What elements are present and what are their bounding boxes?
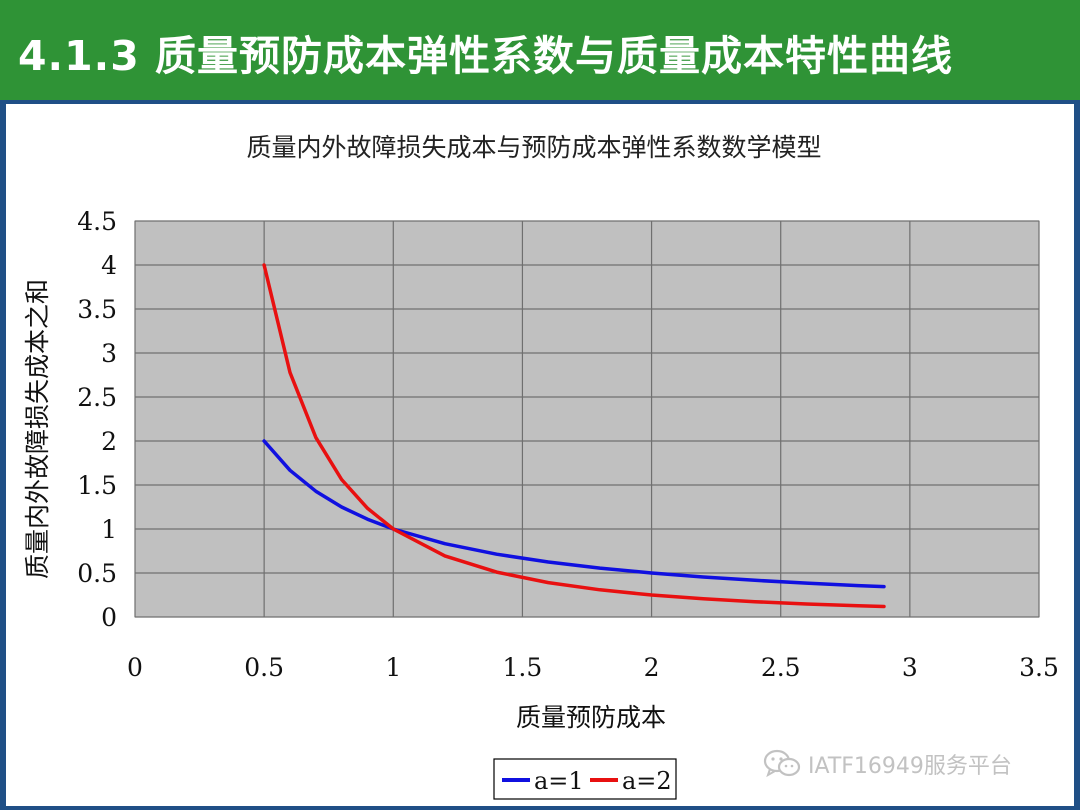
slide-title: 4.1.3 质量预防成本弹性系数与质量成本特性曲线 [18,32,954,80]
series-group [262,263,886,609]
y-tick-label: 3.5 [77,295,117,324]
chart-title: 质量内外故障损失成本与预防成本弹性系数数学模型 [246,133,821,162]
x-tick-label: 3 [902,653,918,682]
chart: 质量内外故障损失成本与预防成本弹性系数数学模型 0 0.5 1 1.5 2 2.5 3 3.5… [23,133,1059,800]
legend-label-1: a=1 [534,767,584,795]
series-line-2 [262,263,886,609]
x-tick-label: 0.5 [244,653,284,682]
y-tick-label: 3 [101,339,117,368]
y-tick-label: 2.5 [77,383,117,412]
legend-label-2: a=2 [622,767,672,795]
watermark-text: IATF16949服务平台 [808,754,1012,779]
series-line-1 [262,439,886,589]
wechat-icon [763,749,801,778]
x-tick-label: 3.5 [1019,653,1059,682]
x-tick-label: 0 [127,653,143,682]
slide-header: 4.1.3 质量预防成本弹性系数与质量成本特性曲线 [0,0,1080,100]
x-tick-label: 1 [385,653,401,682]
legend: a=1 a=2 [493,758,677,800]
x-axis-label: 质量预防成本 [516,703,666,732]
y-tick-labels: 0 0.5 1 1.5 2 2.5 3 3.5 4 4.5 [77,207,117,632]
y-tick-label: 0.5 [77,559,117,588]
x-tick-label: 2.5 [761,653,801,682]
y-tick-label: 4.5 [77,207,117,236]
watermark: IATF16949服务平台 [762,746,1012,782]
plot-area [134,220,1040,618]
y-tick-label: 4 [101,251,117,280]
chart-panel: 质量内外故障损失成本与预防成本弹性系数数学模型 0 0.5 1 1.5 2 2.5 3 3.5… [6,104,1074,806]
y-tick-label: 2 [101,427,117,456]
y-tick-label: 1.5 [77,471,117,500]
y-tick-label: 0 [101,603,117,632]
x-tick-labels: 0 0.5 1 1.5 2 2.5 3 3.5 [127,653,1059,682]
x-tick-label: 2 [644,653,660,682]
grid-lines [134,220,1040,618]
y-tick-label: 1 [101,515,117,544]
x-tick-label: 1.5 [503,653,543,682]
y-axis-label: 质量内外故障损失成本之和 [23,279,52,579]
